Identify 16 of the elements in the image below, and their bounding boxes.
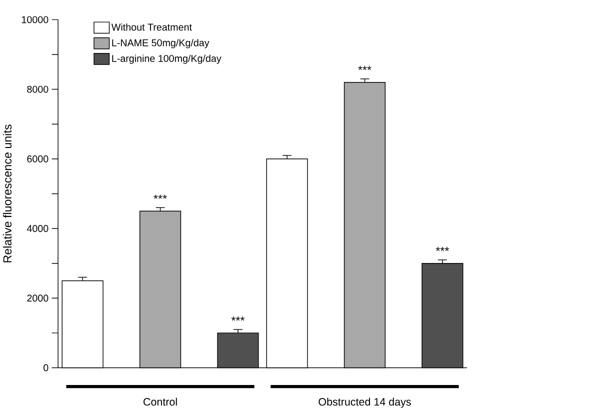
y-axis-title: Relative fluorescence units xyxy=(2,124,12,262)
data-label: *** xyxy=(358,66,372,70)
data-label: *** xyxy=(436,246,450,251)
legend-label: Without Treatment xyxy=(111,23,192,30)
data-label: *** xyxy=(231,316,245,320)
y-tick-label: 4000 xyxy=(26,224,48,232)
x-tick-label: Obstructed 14 days xyxy=(318,398,411,408)
y-tick-label: 2000 xyxy=(27,294,48,302)
y-tick-label: 0 xyxy=(44,364,48,372)
y-tick-label: 6000 xyxy=(27,155,48,162)
legend-label: L-NAME 50mg/Kg/day xyxy=(112,38,210,48)
x-tick-label: Control xyxy=(144,398,177,406)
legend-label: L-arginine 100mg/Kg/day xyxy=(112,54,222,64)
y-tick-label: 8000 xyxy=(27,86,48,93)
data-label: *** xyxy=(154,194,167,199)
y-tick-label: 10000 xyxy=(22,16,48,23)
